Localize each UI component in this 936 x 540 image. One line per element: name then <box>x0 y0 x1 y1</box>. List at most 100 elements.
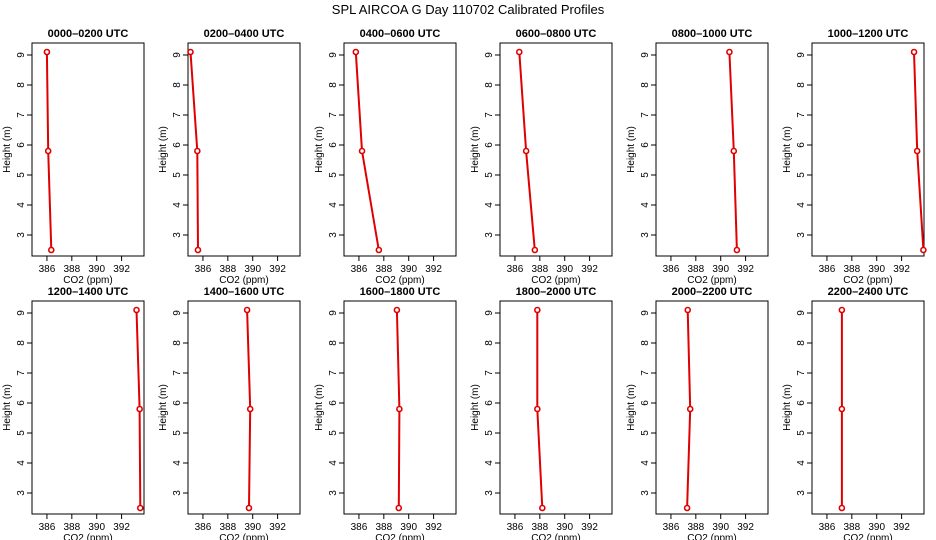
x-tick-label: 392 <box>581 522 598 533</box>
y-tick-label: 7 <box>172 370 183 376</box>
data-point <box>686 405 694 413</box>
x-tick-label: 392 <box>113 264 130 275</box>
x-tick-label: 388 <box>843 264 860 275</box>
y-axis-label: Height (m) <box>782 126 793 173</box>
plot-frame <box>31 42 145 257</box>
y-tick-label: 3 <box>16 232 27 238</box>
y-tick-label: 6 <box>172 142 183 148</box>
y-tick-label: 9 <box>640 52 651 58</box>
x-tick-label: 392 <box>425 264 442 275</box>
data-point <box>396 405 403 413</box>
data-point <box>522 147 530 155</box>
plot-frame <box>499 300 613 515</box>
y-tick-label: 8 <box>640 82 651 88</box>
y-tick-label: 5 <box>484 430 495 436</box>
y-tick-label: 8 <box>484 340 495 346</box>
x-tick-label: 386 <box>351 264 368 275</box>
data-point <box>47 246 55 254</box>
y-tick-label: 6 <box>640 142 651 148</box>
plot-frame <box>811 42 925 257</box>
panel-title: 2200–2400 UTC <box>828 286 909 298</box>
y-tick-label: 5 <box>172 430 183 436</box>
data-point <box>726 48 733 56</box>
x-tick-label: 386 <box>195 264 212 275</box>
x-tick-label: 388 <box>843 522 860 533</box>
x-axis-label: CO2 (ppm) <box>843 275 892 286</box>
y-tick-label: 9 <box>796 52 807 58</box>
y-tick-label: 7 <box>640 112 651 118</box>
y-tick-label: 6 <box>796 142 807 148</box>
x-tick-label: 388 <box>375 264 392 275</box>
panel-title: 0000–0200 UTC <box>48 28 129 40</box>
data-point <box>683 504 691 512</box>
plot-frame <box>187 42 301 257</box>
y-tick-label: 7 <box>328 370 339 376</box>
data-point <box>352 48 360 56</box>
x-tick-label: 386 <box>663 264 680 275</box>
x-tick-label: 390 <box>244 522 261 533</box>
y-tick-label: 5 <box>16 430 27 436</box>
x-tick-label: 386 <box>39 522 56 533</box>
y-tick-label: 9 <box>328 310 339 316</box>
panel-title: 2000–2200 UTC <box>672 286 753 298</box>
data-point <box>838 504 846 512</box>
y-tick-label: 9 <box>16 310 27 316</box>
x-axis-label: CO2 (ppm) <box>219 275 268 286</box>
y-tick-label: 7 <box>484 112 495 118</box>
y-tick-label: 5 <box>640 430 651 436</box>
data-point <box>136 405 143 413</box>
y-tick-label: 3 <box>328 490 339 496</box>
data-point <box>194 246 202 254</box>
y-tick-label: 5 <box>172 172 183 178</box>
x-axis-label: CO2 (ppm) <box>531 275 580 286</box>
data-point <box>539 504 546 512</box>
panel-title: 1600–1800 UTC <box>360 286 441 298</box>
y-tick-label: 5 <box>796 430 807 436</box>
x-tick-label: 388 <box>531 522 548 533</box>
y-tick-label: 6 <box>16 142 27 148</box>
x-tick-label: 386 <box>819 522 836 533</box>
x-tick-label: 390 <box>244 264 261 275</box>
y-tick-label: 9 <box>640 310 651 316</box>
x-axis-label: CO2 (ppm) <box>375 275 424 286</box>
x-tick-label: 388 <box>219 264 236 275</box>
x-tick-label: 390 <box>400 264 417 275</box>
x-tick-label: 392 <box>893 522 910 533</box>
y-tick-label: 7 <box>796 370 807 376</box>
y-tick-label: 3 <box>484 490 495 496</box>
data-point <box>684 306 692 314</box>
y-tick-label: 3 <box>484 232 495 238</box>
panel-title: 0600–0800 UTC <box>516 28 597 40</box>
plot-frame <box>343 42 457 257</box>
data-point <box>733 246 741 254</box>
y-tick-label: 4 <box>328 202 339 208</box>
figure-title: SPL AIRCOA G Day 110702 Calibrated Profi… <box>332 2 605 17</box>
x-tick-label: 392 <box>581 264 598 275</box>
panel-title: 0800–1000 UTC <box>672 28 753 40</box>
data-point <box>913 147 921 155</box>
y-axis-label: Height (m) <box>782 384 793 431</box>
data-point <box>838 405 846 413</box>
x-tick-label: 386 <box>351 522 368 533</box>
y-tick-label: 3 <box>328 232 339 238</box>
data-point <box>245 504 253 512</box>
x-tick-label: 388 <box>63 264 80 275</box>
y-tick-label: 6 <box>172 400 183 406</box>
x-axis-label: CO2 (ppm) <box>63 533 112 540</box>
data-point <box>838 306 846 314</box>
y-tick-label: 6 <box>796 400 807 406</box>
data-point <box>534 405 541 413</box>
y-tick-label: 3 <box>172 232 183 238</box>
data-point <box>531 246 539 254</box>
data-point <box>730 147 738 155</box>
y-tick-label: 6 <box>484 142 495 148</box>
y-tick-label: 4 <box>328 460 339 466</box>
y-tick-label: 4 <box>640 202 651 208</box>
